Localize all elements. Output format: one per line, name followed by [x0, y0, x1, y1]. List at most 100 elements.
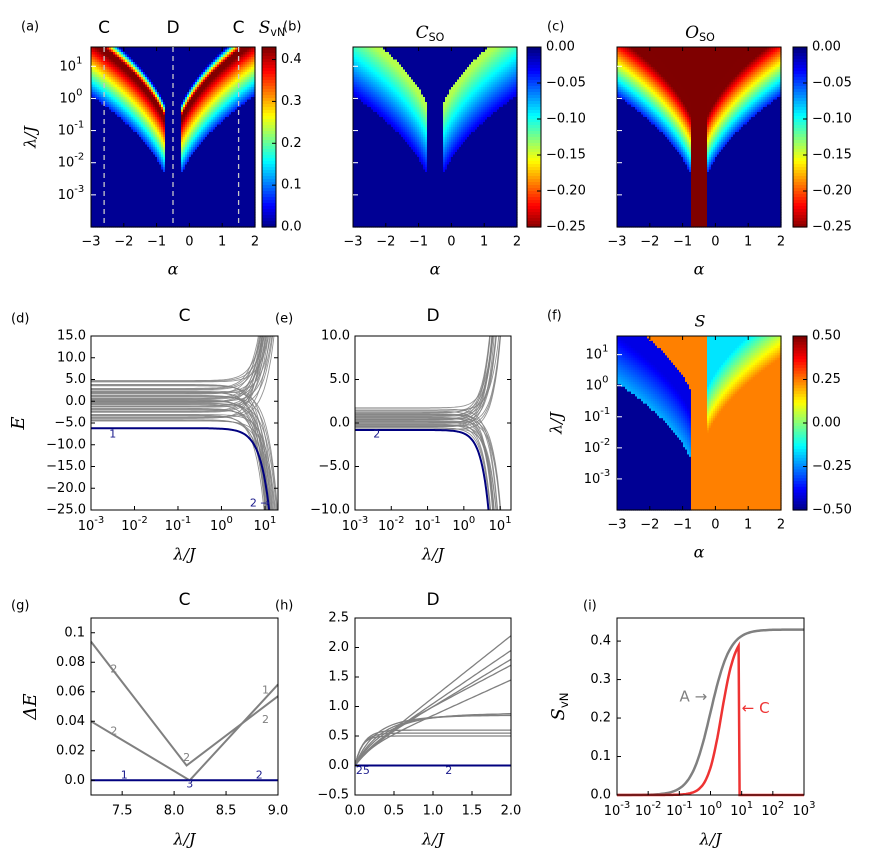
heatmap-cell: [125, 164, 128, 168]
heatmap-cell: [159, 159, 162, 163]
heatmap-cell: [127, 214, 130, 218]
heatmap-cell: [141, 224, 144, 228]
heatmap-cell: [165, 209, 168, 213]
heatmap-cell: [191, 212, 194, 216]
heatmap-cell: [159, 167, 162, 171]
heatmap-cell: [145, 54, 148, 58]
heatmap-cell: [189, 192, 192, 196]
heatmap-cell: [145, 62, 148, 66]
heatmap-cell: [115, 157, 118, 161]
heatmap-cell: [141, 82, 144, 86]
heatmap-cell: [125, 199, 128, 203]
heatmap-cell: [97, 219, 100, 223]
heatmap-cell: [155, 214, 158, 218]
heatmap-cell: [139, 152, 142, 156]
heatmap-cell: [97, 59, 100, 63]
heatmap-cell: [157, 114, 160, 118]
heatmap-cell: [189, 69, 192, 73]
heatmap-cell: [111, 219, 114, 223]
heatmap-cell: [95, 214, 98, 218]
heatmap-cell: [113, 214, 116, 218]
heatmap-cell: [197, 52, 200, 56]
heatmap-cell: [93, 169, 96, 173]
heatmap-cell: [185, 89, 188, 93]
heatmap-cell: [133, 154, 136, 158]
heatmap-cell: [141, 169, 144, 173]
heatmap-cell: [97, 214, 100, 218]
heatmap-cell: [159, 224, 162, 228]
heatmap-cell: [187, 132, 190, 136]
heatmap-cell: [195, 169, 198, 173]
heatmap-cell: [179, 84, 182, 88]
heatmap-cell: [191, 47, 194, 51]
heatmap-cell: [173, 92, 176, 96]
heatmap-cell: [141, 79, 144, 83]
heatmap-cell: [189, 112, 192, 116]
heatmap-cell: [163, 124, 166, 128]
heatmap-cell: [169, 79, 172, 83]
heatmap-cell: [201, 69, 204, 73]
heatmap-cell: [165, 109, 168, 113]
heatmap-cell: [159, 122, 162, 126]
heatmap-cell: [181, 127, 184, 131]
heatmap-cell: [199, 144, 202, 148]
heatmap-cell: [141, 202, 144, 206]
heatmap-cell: [153, 174, 156, 178]
heatmap-cell: [145, 64, 148, 68]
heatmap-cell: [153, 192, 156, 196]
heatmap-cell: [191, 62, 194, 66]
heatmap-cell: [145, 124, 148, 128]
heatmap-cell: [129, 134, 132, 138]
heatmap-cell: [117, 92, 120, 96]
heatmap-cell: [157, 87, 160, 91]
heatmap-cell: [137, 124, 140, 128]
heatmap-cell: [163, 204, 166, 208]
heatmap-cell: [171, 52, 174, 56]
heatmap-cell: [157, 74, 160, 78]
heatmap-cell: [131, 127, 134, 131]
heatmap-cell: [167, 129, 170, 133]
heatmap-cell: [199, 172, 202, 176]
heatmap-cell: [191, 177, 194, 181]
heatmap-cell: [97, 177, 100, 181]
heatmap-cell: [97, 197, 100, 201]
heatmap-cell: [193, 137, 196, 141]
heatmap-cell: [159, 49, 162, 53]
heatmap-cell: [151, 62, 154, 66]
heatmap-cell: [131, 87, 134, 91]
heatmap-cell: [105, 157, 108, 161]
heatmap-cell: [93, 134, 96, 138]
heatmap-cell: [145, 49, 148, 53]
heatmap-cell: [197, 102, 200, 106]
heatmap-cell: [141, 97, 144, 101]
heatmap-cell: [163, 79, 166, 83]
heatmap-cell: [99, 199, 102, 203]
heatmap-cell: [183, 187, 186, 191]
heatmap-cell: [159, 79, 162, 83]
heatmap-cell: [181, 197, 184, 201]
heatmap-cell: [147, 124, 150, 128]
heatmap-cell: [93, 62, 96, 66]
heatmap-cell: [121, 84, 124, 88]
heatmap-cell: [105, 179, 108, 183]
heatmap-cell: [195, 204, 198, 208]
heatmap-cell: [119, 94, 122, 98]
heatmap-cell: [131, 129, 134, 133]
heatmap-cell: [91, 69, 94, 73]
heatmap-cell: [187, 142, 190, 146]
heatmap-cell: [157, 144, 160, 148]
heatmap-cell: [141, 147, 144, 151]
heatmap-cell: [199, 207, 202, 211]
heatmap-cell: [117, 197, 120, 201]
heatmap-cell: [129, 82, 132, 86]
heatmap-cell: [117, 52, 120, 56]
heatmap-cell: [161, 152, 164, 156]
heatmap-cell: [121, 132, 124, 136]
heatmap-cell: [117, 187, 120, 191]
heatmap-cell: [99, 54, 102, 58]
heatmap-cell: [97, 109, 100, 113]
heatmap-cell: [153, 172, 156, 176]
heatmap-cell: [191, 64, 194, 68]
heatmap-cell: [147, 184, 150, 188]
heatmap-cell: [187, 57, 190, 61]
